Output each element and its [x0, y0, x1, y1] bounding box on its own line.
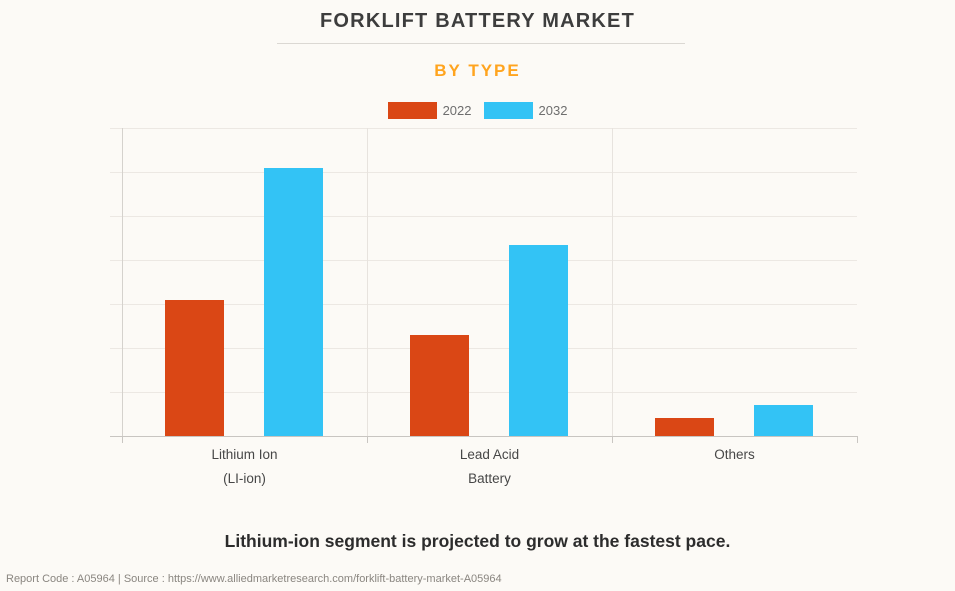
bar-2022-others[interactable] [655, 418, 714, 436]
category-separator-gridline [612, 128, 613, 436]
legend-label-2032: 2032 [538, 103, 568, 118]
chart-caption: Lithium-ion segment is projected to grow… [224, 531, 731, 551]
legend-item-2032[interactable]: 2032 [483, 102, 568, 119]
x-axis-tick [857, 436, 858, 443]
plot-area [110, 128, 858, 443]
x-axis-label-lead-acid-battery: Lead Acid [459, 447, 520, 462]
y-gridline [110, 304, 857, 305]
x-axis-tick [612, 436, 613, 443]
title-divider [277, 43, 685, 44]
bar-2032-others[interactable] [754, 405, 813, 436]
bar-2032-lead-acid-battery[interactable] [509, 244, 568, 436]
y-gridline [110, 348, 857, 349]
bar-chart: Lithium Ion (LI-ion) Lead Acid Battery Other… [110, 128, 858, 498]
x-axis-label-others: Others [714, 447, 755, 462]
y-gridline [110, 392, 857, 393]
x-axis-label-lead-acid-battery: Battery [468, 471, 511, 486]
y-gridline [110, 216, 857, 217]
chart-legend: 2022 2032 [0, 102, 955, 119]
x-axis-label-lithium-ion: Lithium Ion [211, 447, 278, 462]
legend-item-2022[interactable]: 2022 [387, 102, 472, 119]
bar-2022-lead-acid-battery[interactable] [410, 334, 469, 436]
legend-label-2022: 2022 [442, 103, 472, 118]
category-separator-gridline [367, 128, 368, 436]
y-gridline [110, 260, 857, 261]
bar-2032-lithium-ion[interactable] [264, 167, 323, 436]
x-axis-tick [122, 436, 123, 443]
y-axis-line [122, 128, 123, 443]
chart-title: FORKLIFT BATTERY MARKET [320, 10, 635, 32]
x-axis-line [110, 436, 857, 437]
x-axis-tick [367, 436, 368, 443]
legend-swatch-2022 [387, 102, 437, 119]
chart-subtitle: BY TYPE [434, 61, 521, 80]
bar-2022-lithium-ion[interactable] [165, 299, 224, 436]
x-axis-label-lithium-ion: (LI-ion) [223, 471, 266, 486]
y-gridline [110, 172, 857, 173]
y-gridline [110, 128, 857, 129]
legend-swatch-2032 [483, 102, 533, 119]
report-code-source-line: Report Code : A05964 | Source : https://… [6, 573, 502, 585]
